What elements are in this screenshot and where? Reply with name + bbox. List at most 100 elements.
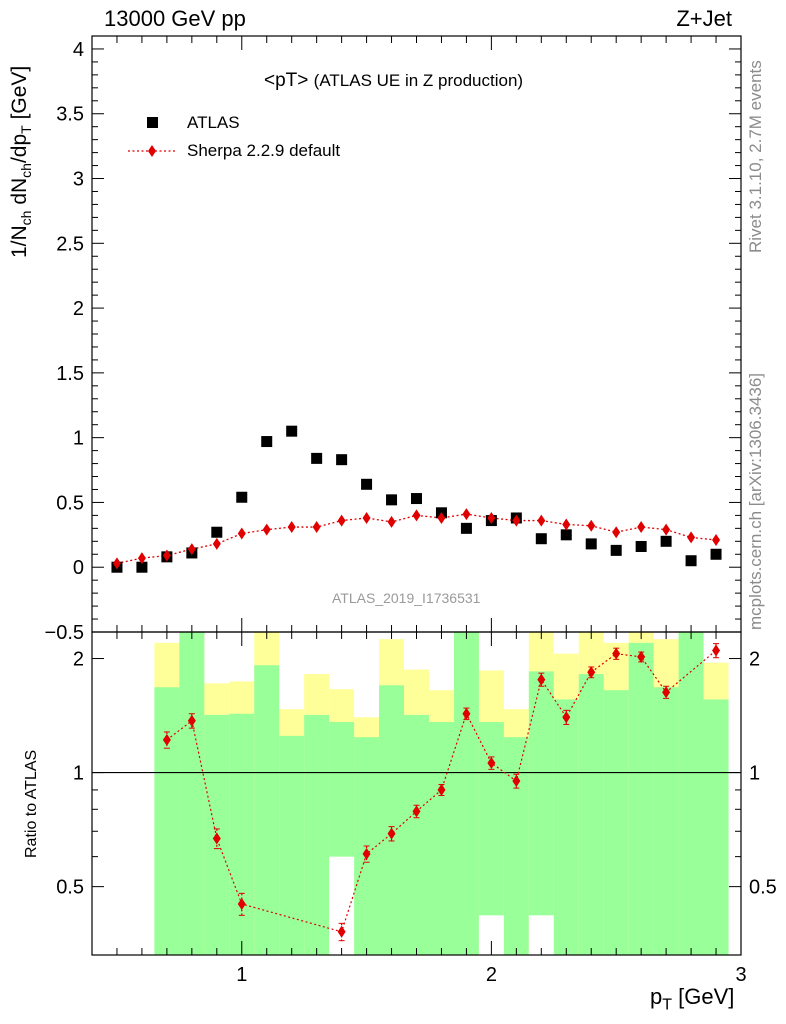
- inner-band: [528, 671, 554, 955]
- inner-band: [503, 737, 529, 955]
- mcplots-label: mcplots.cern.ch [arXiv:1306.3436]: [746, 372, 765, 630]
- inner-band: [379, 685, 405, 955]
- sherpa-point: [512, 514, 521, 527]
- ratio-y-axis-label: Ratio to ATLAS: [23, 749, 40, 858]
- sherpa-point: [412, 509, 421, 522]
- atlas-point: [685, 555, 697, 567]
- ratio-series: [162, 643, 721, 942]
- xlabel-sub: T: [662, 996, 673, 1014]
- x-axis-label: pT [GeV]: [650, 984, 734, 1014]
- legend-label-sherpa: Sherpa 2.2.9 default: [187, 141, 341, 160]
- inner-band: [279, 735, 305, 955]
- atlas-point: [710, 548, 722, 560]
- atlas-point: [311, 452, 323, 464]
- legend-marker-atlas: [147, 117, 158, 128]
- inner-band: [553, 699, 579, 955]
- inner-band: [428, 721, 454, 955]
- atlas-point: [361, 478, 373, 490]
- sherpa-point: [187, 543, 196, 556]
- atlas-point: [460, 522, 472, 534]
- sherpa-point: [312, 521, 321, 534]
- band-gap: [478, 915, 504, 955]
- sherpa-point: [262, 523, 271, 536]
- sherpa-point: [687, 531, 696, 544]
- ylabel-sub: ch: [18, 210, 35, 226]
- atlas-point: [411, 493, 422, 505]
- ratio-point: [587, 666, 596, 679]
- main-y-axis-label: 1/Nch dNch/dpT [GeV]: [8, 66, 34, 258]
- inner-band: [703, 699, 729, 955]
- ratio-point: [162, 733, 171, 746]
- sherpa-line: [116, 513, 717, 564]
- inner-band: [653, 687, 679, 955]
- sherpa-point: [637, 521, 646, 534]
- ylabel-part: /dp: [8, 133, 31, 164]
- energy-label: 13000 GeV pp: [104, 6, 246, 31]
- inner-band: [603, 690, 629, 955]
- ratio-point: [212, 832, 221, 845]
- atlas-point: [136, 561, 148, 573]
- atlas-point: [236, 491, 248, 503]
- sherpa-point: [712, 534, 721, 547]
- ratio-point: [712, 644, 721, 657]
- sherpa-point: [662, 523, 671, 536]
- inner-band: [453, 632, 479, 955]
- ylabel-sub: T: [18, 125, 35, 134]
- inner-band: [204, 714, 230, 955]
- main-ytick-label: 0: [73, 557, 84, 579]
- sherpa-point: [337, 514, 346, 527]
- ratio-ytick-label: 0.5: [56, 877, 84, 899]
- inner-band: [628, 642, 654, 955]
- main-ytick-label: 1.5: [56, 363, 84, 385]
- atlas-point: [635, 540, 647, 552]
- main-ytick-label: 2.5: [56, 233, 84, 255]
- band-gap: [528, 915, 554, 955]
- atlas-point: [386, 494, 398, 506]
- main-ytick-label: −0.5: [45, 622, 84, 644]
- ratio-ytick-label: 1: [73, 763, 84, 785]
- sherpa-point: [387, 515, 396, 528]
- main-ytick-label: 2: [73, 298, 84, 320]
- atlas-point: [261, 436, 273, 448]
- sherpa-point: [437, 511, 446, 524]
- inner-band: [179, 632, 205, 955]
- ylabel-sub: ch: [18, 163, 35, 178]
- sherpa-point: [162, 549, 171, 562]
- ratio-bands: [154, 632, 729, 955]
- plot-title-sub: (ATLAS UE in Z production): [313, 71, 524, 90]
- atlas-point: [560, 529, 572, 541]
- xlabel-part: p: [650, 984, 663, 1009]
- sherpa-point: [112, 557, 121, 570]
- ratio-point: [462, 707, 471, 720]
- inner-band: [404, 714, 429, 955]
- main-ytick-label: 3: [73, 169, 84, 191]
- main-ytick-label: 1: [73, 428, 84, 450]
- ylabel-part: [GeV]: [8, 65, 31, 126]
- x-tick-label: 2: [486, 964, 497, 986]
- process-label: Z+Jet: [676, 6, 732, 31]
- ylabel-part: 1/N: [8, 225, 31, 258]
- atlas-point: [211, 526, 223, 538]
- rivet-label: Rivet 3.1.10, 2.7M events: [746, 60, 765, 253]
- x-tick-label: 1: [236, 964, 247, 986]
- ratio-ytick-label-right: 2: [749, 649, 760, 671]
- sherpa-point: [562, 518, 571, 531]
- inner-band: [229, 713, 255, 955]
- atlas-point: [286, 425, 298, 437]
- sherpa-point: [362, 511, 371, 524]
- main-ytick-label: 3.5: [56, 104, 84, 126]
- inner-band: [678, 632, 704, 955]
- sherpa-point: [587, 519, 596, 532]
- ratio-point: [662, 686, 671, 699]
- ratio-ytick-label-right: 1: [749, 763, 760, 785]
- main-ytick-label: 0.5: [56, 492, 84, 514]
- atlas-point: [336, 454, 348, 466]
- atlas-point: [610, 544, 622, 556]
- legend-label-atlas: ATLAS: [187, 113, 240, 132]
- legend-marker-sherpa: [148, 145, 156, 157]
- sherpa-point: [287, 521, 296, 534]
- xlabel-part: [GeV]: [672, 984, 735, 1009]
- main-series: [111, 425, 722, 573]
- ratio-ytick-label-right: 0.5: [749, 877, 777, 899]
